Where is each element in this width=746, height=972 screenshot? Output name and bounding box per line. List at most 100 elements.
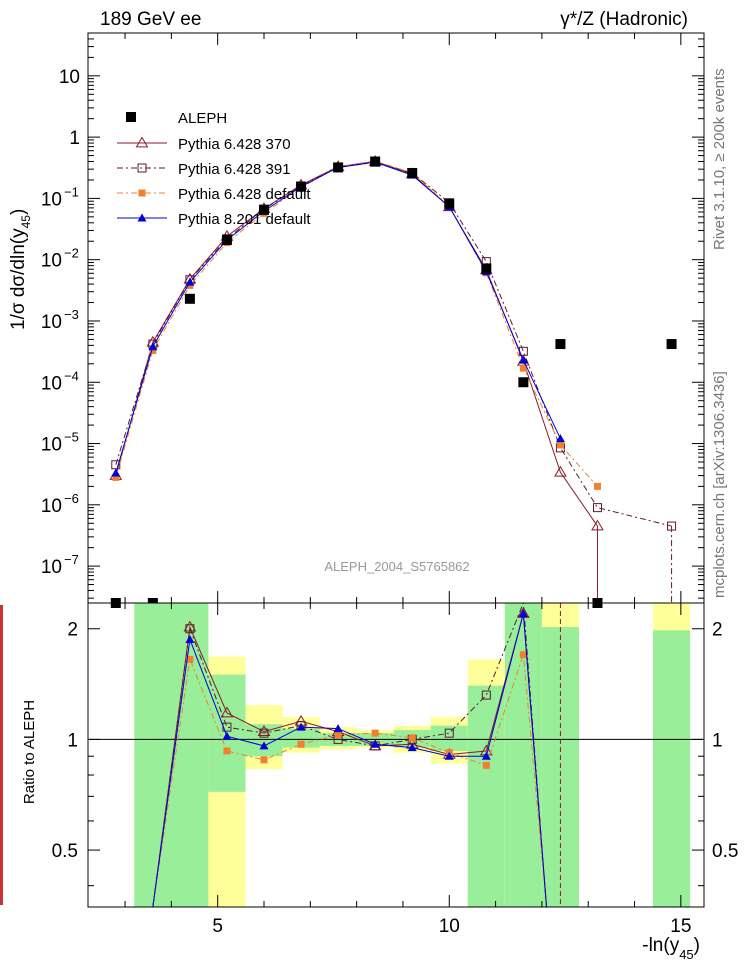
x-tick-label: 5 bbox=[212, 916, 223, 937]
main-point-p8 bbox=[148, 342, 158, 351]
mcplots-label: mcplots.cern.ch [arXiv:1306.3436] bbox=[711, 371, 728, 598]
main-point-pdefault bbox=[112, 473, 120, 481]
legend-marker-p391 bbox=[137, 163, 147, 173]
ratio-axes: 0.5 0.5 1 1 2 2 5 10 15 bbox=[52, 602, 738, 937]
ratio-band-stat bbox=[504, 603, 542, 907]
ratio-point-pdefault bbox=[223, 747, 231, 755]
ratio-point-p8 bbox=[259, 741, 269, 750]
legend-label-data: ALEPH bbox=[178, 110, 227, 127]
main-y-tick-label: 1 bbox=[69, 128, 80, 149]
main-y-tick-exponent: −7 bbox=[64, 552, 79, 567]
legend-label-p391: Pythia 6.428 391 bbox=[178, 161, 291, 178]
legend-label-pdefault: Pythia 6.428 default bbox=[178, 186, 311, 203]
data-point-aleph bbox=[184, 293, 195, 304]
ratio-band-stat bbox=[653, 630, 691, 907]
data-point-aleph bbox=[481, 263, 492, 274]
main-point-p8 bbox=[555, 434, 565, 443]
ratio-point-p391 bbox=[444, 728, 454, 738]
ratio-series-line-p8 bbox=[152, 613, 548, 908]
ratio-band-stat bbox=[430, 725, 468, 751]
main-point-pdefault bbox=[593, 482, 601, 490]
ratio-point-p8 bbox=[185, 634, 195, 643]
legend-marker-p370 bbox=[135, 136, 149, 148]
ratio-point-pdefault bbox=[186, 655, 194, 663]
ratio-y-tick-label-left: 2 bbox=[67, 620, 78, 641]
ratio-y-tick-label-right: 2 bbox=[712, 620, 723, 641]
main-y-tick-exponent: −2 bbox=[64, 246, 79, 261]
ratio-y-axis-label: Ratio to ALEPH bbox=[21, 700, 38, 804]
ratio-point-pdefault bbox=[519, 651, 527, 659]
main-y-tick-label: 10 bbox=[41, 312, 62, 333]
ratio-y-tick-label-left: 0.5 bbox=[52, 841, 78, 862]
ratio-y-tick-label-right: 1 bbox=[712, 730, 723, 751]
ratio-point-pdefault bbox=[334, 731, 342, 739]
legend-label-p370: Pythia 6.428 370 bbox=[178, 136, 291, 153]
ratio-point-p8 bbox=[370, 739, 380, 748]
ratio-point-p8 bbox=[296, 722, 306, 731]
main-series-line-pdefault bbox=[115, 160, 598, 487]
x-tick-label: 15 bbox=[670, 916, 691, 937]
main-y-axis-label: 1/σ dσ/dln(y45) bbox=[8, 209, 33, 330]
ratio-series-line-pdefault bbox=[152, 654, 548, 908]
ratio-point-p391 bbox=[481, 690, 491, 700]
main-y-tick-label: 10 bbox=[41, 373, 62, 394]
data-point-aleph bbox=[221, 234, 232, 245]
ratio-series-layer bbox=[88, 602, 704, 908]
legend-marker-p8 bbox=[137, 213, 147, 222]
main-point-p8 bbox=[185, 277, 195, 286]
legend-marker-pdefault bbox=[138, 189, 146, 197]
data-point-aleph bbox=[555, 339, 566, 350]
main-y-tick-exponent: −4 bbox=[64, 368, 79, 383]
legend-marker-data bbox=[126, 112, 136, 122]
main-y-tick-label: 10 bbox=[41, 251, 62, 272]
main-y-tick-label: 10 bbox=[41, 189, 62, 210]
main-point-p8 bbox=[111, 468, 121, 477]
x-axis-label-close: ) bbox=[694, 935, 700, 956]
ratio-band-stat bbox=[282, 728, 320, 748]
ratio-point-p370 bbox=[183, 620, 197, 632]
ratio-point-p370 bbox=[220, 706, 234, 718]
main-point-p370 bbox=[554, 465, 567, 477]
data-point-aleph bbox=[333, 162, 344, 173]
data-point-aleph bbox=[518, 377, 529, 388]
ratio-point-p8 bbox=[444, 751, 454, 760]
ratio-point-p391 bbox=[259, 728, 269, 738]
ratio-point-p8 bbox=[333, 724, 343, 733]
x-axis-label: -ln(y45) bbox=[642, 935, 700, 962]
data-point-aleph bbox=[370, 156, 381, 167]
ratio-series-line-p391 bbox=[152, 602, 548, 908]
main-y-axis-label-close: ) bbox=[8, 209, 29, 215]
main-point-p391 bbox=[592, 503, 602, 513]
legend: ALEPH Pythia 6.428 370 Pythia 6.428 391 Pyt… bbox=[117, 110, 311, 228]
main-y-axis-label-sub: 45 bbox=[19, 215, 33, 229]
main-y-tick-label: 10 bbox=[41, 435, 62, 456]
main-y-tick-exponent: −3 bbox=[64, 307, 79, 322]
main-point-pdefault bbox=[556, 441, 564, 449]
main-series-line-p8 bbox=[115, 161, 561, 474]
left-edge-marker bbox=[0, 605, 3, 905]
ratio-bands bbox=[134, 603, 691, 907]
ratio-frame bbox=[87, 602, 705, 908]
main-point-pdefault bbox=[149, 346, 157, 354]
data-point-aleph bbox=[259, 204, 269, 215]
ratio-point-pdefault bbox=[297, 740, 305, 748]
ratio-point-p8 bbox=[518, 609, 528, 618]
data-point-aleph bbox=[444, 198, 455, 209]
ratio-series-line-p370 bbox=[152, 613, 548, 908]
x-axis-label-text: -ln(y bbox=[642, 935, 679, 956]
ratio-y-tick-label-left: 1 bbox=[67, 730, 78, 751]
main-y-tick-exponent: −1 bbox=[64, 184, 79, 199]
main-y-tick-exponent: −5 bbox=[64, 430, 79, 445]
header-left-title: 189 GeV ee bbox=[100, 9, 201, 30]
ratio-point-pdefault bbox=[260, 756, 268, 764]
analysis-watermark: ALEPH_2004_S5765862 bbox=[324, 559, 469, 574]
ratio-point-pdefault bbox=[408, 734, 416, 742]
main-point-pdefault bbox=[519, 364, 527, 372]
data-point-aleph bbox=[296, 181, 307, 192]
main-y-tick-label: 10 bbox=[59, 67, 80, 88]
main-y-axis-label-text: 1/σ dσ/dln(y bbox=[8, 228, 29, 330]
main-point-p8 bbox=[518, 355, 528, 364]
ratio-point-p370 bbox=[257, 725, 271, 736]
